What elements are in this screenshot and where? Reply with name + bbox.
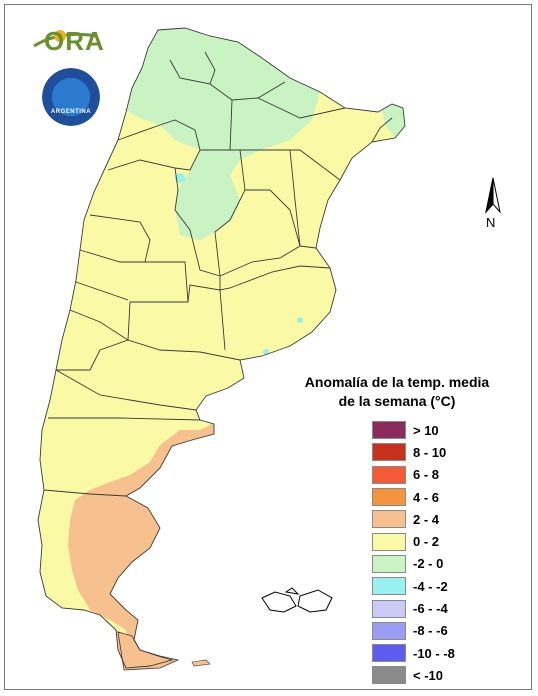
legend-label: -6 - -4 xyxy=(413,601,448,617)
legend-swatch xyxy=(372,532,406,551)
legend-swatch xyxy=(372,621,406,640)
legend-item: -8 - -6 xyxy=(372,620,455,642)
legend-item: -6 - -4 xyxy=(372,597,455,619)
legend-swatch xyxy=(372,465,406,484)
legend-swatch xyxy=(372,599,406,618)
legend-label: -10 - -8 xyxy=(413,645,455,661)
legend: > 10 8 - 10 6 - 8 4 - 6 2 - 4 0 - 2 -2 -… xyxy=(372,419,455,687)
seal-country-text: ARGENTINA xyxy=(50,109,92,115)
warm-zone-patagonia xyxy=(68,420,230,668)
map-frame xyxy=(4,4,532,690)
legend-item: -4 - -2 xyxy=(372,575,455,597)
legend-swatch xyxy=(372,554,406,573)
ora-logo: ORA xyxy=(44,26,105,56)
legend-item: > 10 xyxy=(372,419,455,441)
legend-title-line1: Anomalía de la temp. media xyxy=(304,374,490,390)
cold-spot-1 xyxy=(175,173,185,183)
legend-label: 6 - 8 xyxy=(413,467,440,483)
legend-swatch xyxy=(372,510,406,529)
smn-seal-icon: ARGENTINA xyxy=(42,68,100,126)
legend-item: 8 - 10 xyxy=(372,441,455,463)
legend-swatch xyxy=(372,488,406,507)
malvinas-islands xyxy=(261,587,333,613)
tierra-del-fuego xyxy=(117,631,180,671)
legend-label: -4 - -2 xyxy=(413,578,448,594)
legend-label: 8 - 10 xyxy=(413,444,447,460)
province-borders xyxy=(37,27,406,669)
legend-item: 6 - 8 xyxy=(372,464,455,486)
legend-item: < -10 xyxy=(372,664,455,686)
cold-spot-2 xyxy=(297,317,303,323)
legend-swatch xyxy=(372,443,406,462)
legend-item: 4 - 6 xyxy=(372,486,455,508)
legend-label: > 10 xyxy=(413,422,439,438)
legend-item: 2 - 4 xyxy=(372,508,455,530)
legend-label: 0 - 2 xyxy=(413,534,440,550)
legend-label: -8 - -6 xyxy=(413,623,448,639)
sun-swoosh-icon xyxy=(33,30,97,48)
north-label: N xyxy=(486,215,496,230)
legend-swatch xyxy=(372,577,406,596)
cold-spot-3 xyxy=(263,349,269,355)
legend-swatch xyxy=(372,666,406,685)
north-arrow-icon xyxy=(485,177,501,214)
legend-swatch xyxy=(372,421,406,440)
legend-item: 0 - 2 xyxy=(372,530,455,552)
legend-label: < -10 xyxy=(413,667,443,683)
cool-zone-north xyxy=(120,28,320,240)
cool-zone-northeast xyxy=(380,100,405,140)
legend-swatch xyxy=(372,644,406,663)
staten-island xyxy=(191,659,211,667)
legend-label: 4 - 6 xyxy=(413,489,440,505)
legend-label: -2 - 0 xyxy=(413,556,444,572)
legend-item: -2 - 0 xyxy=(372,553,455,575)
legend-title-line2: de la semana (°C) xyxy=(338,393,456,409)
legend-item: -10 - -8 xyxy=(372,642,455,664)
legend-label: 2 - 4 xyxy=(413,511,440,527)
